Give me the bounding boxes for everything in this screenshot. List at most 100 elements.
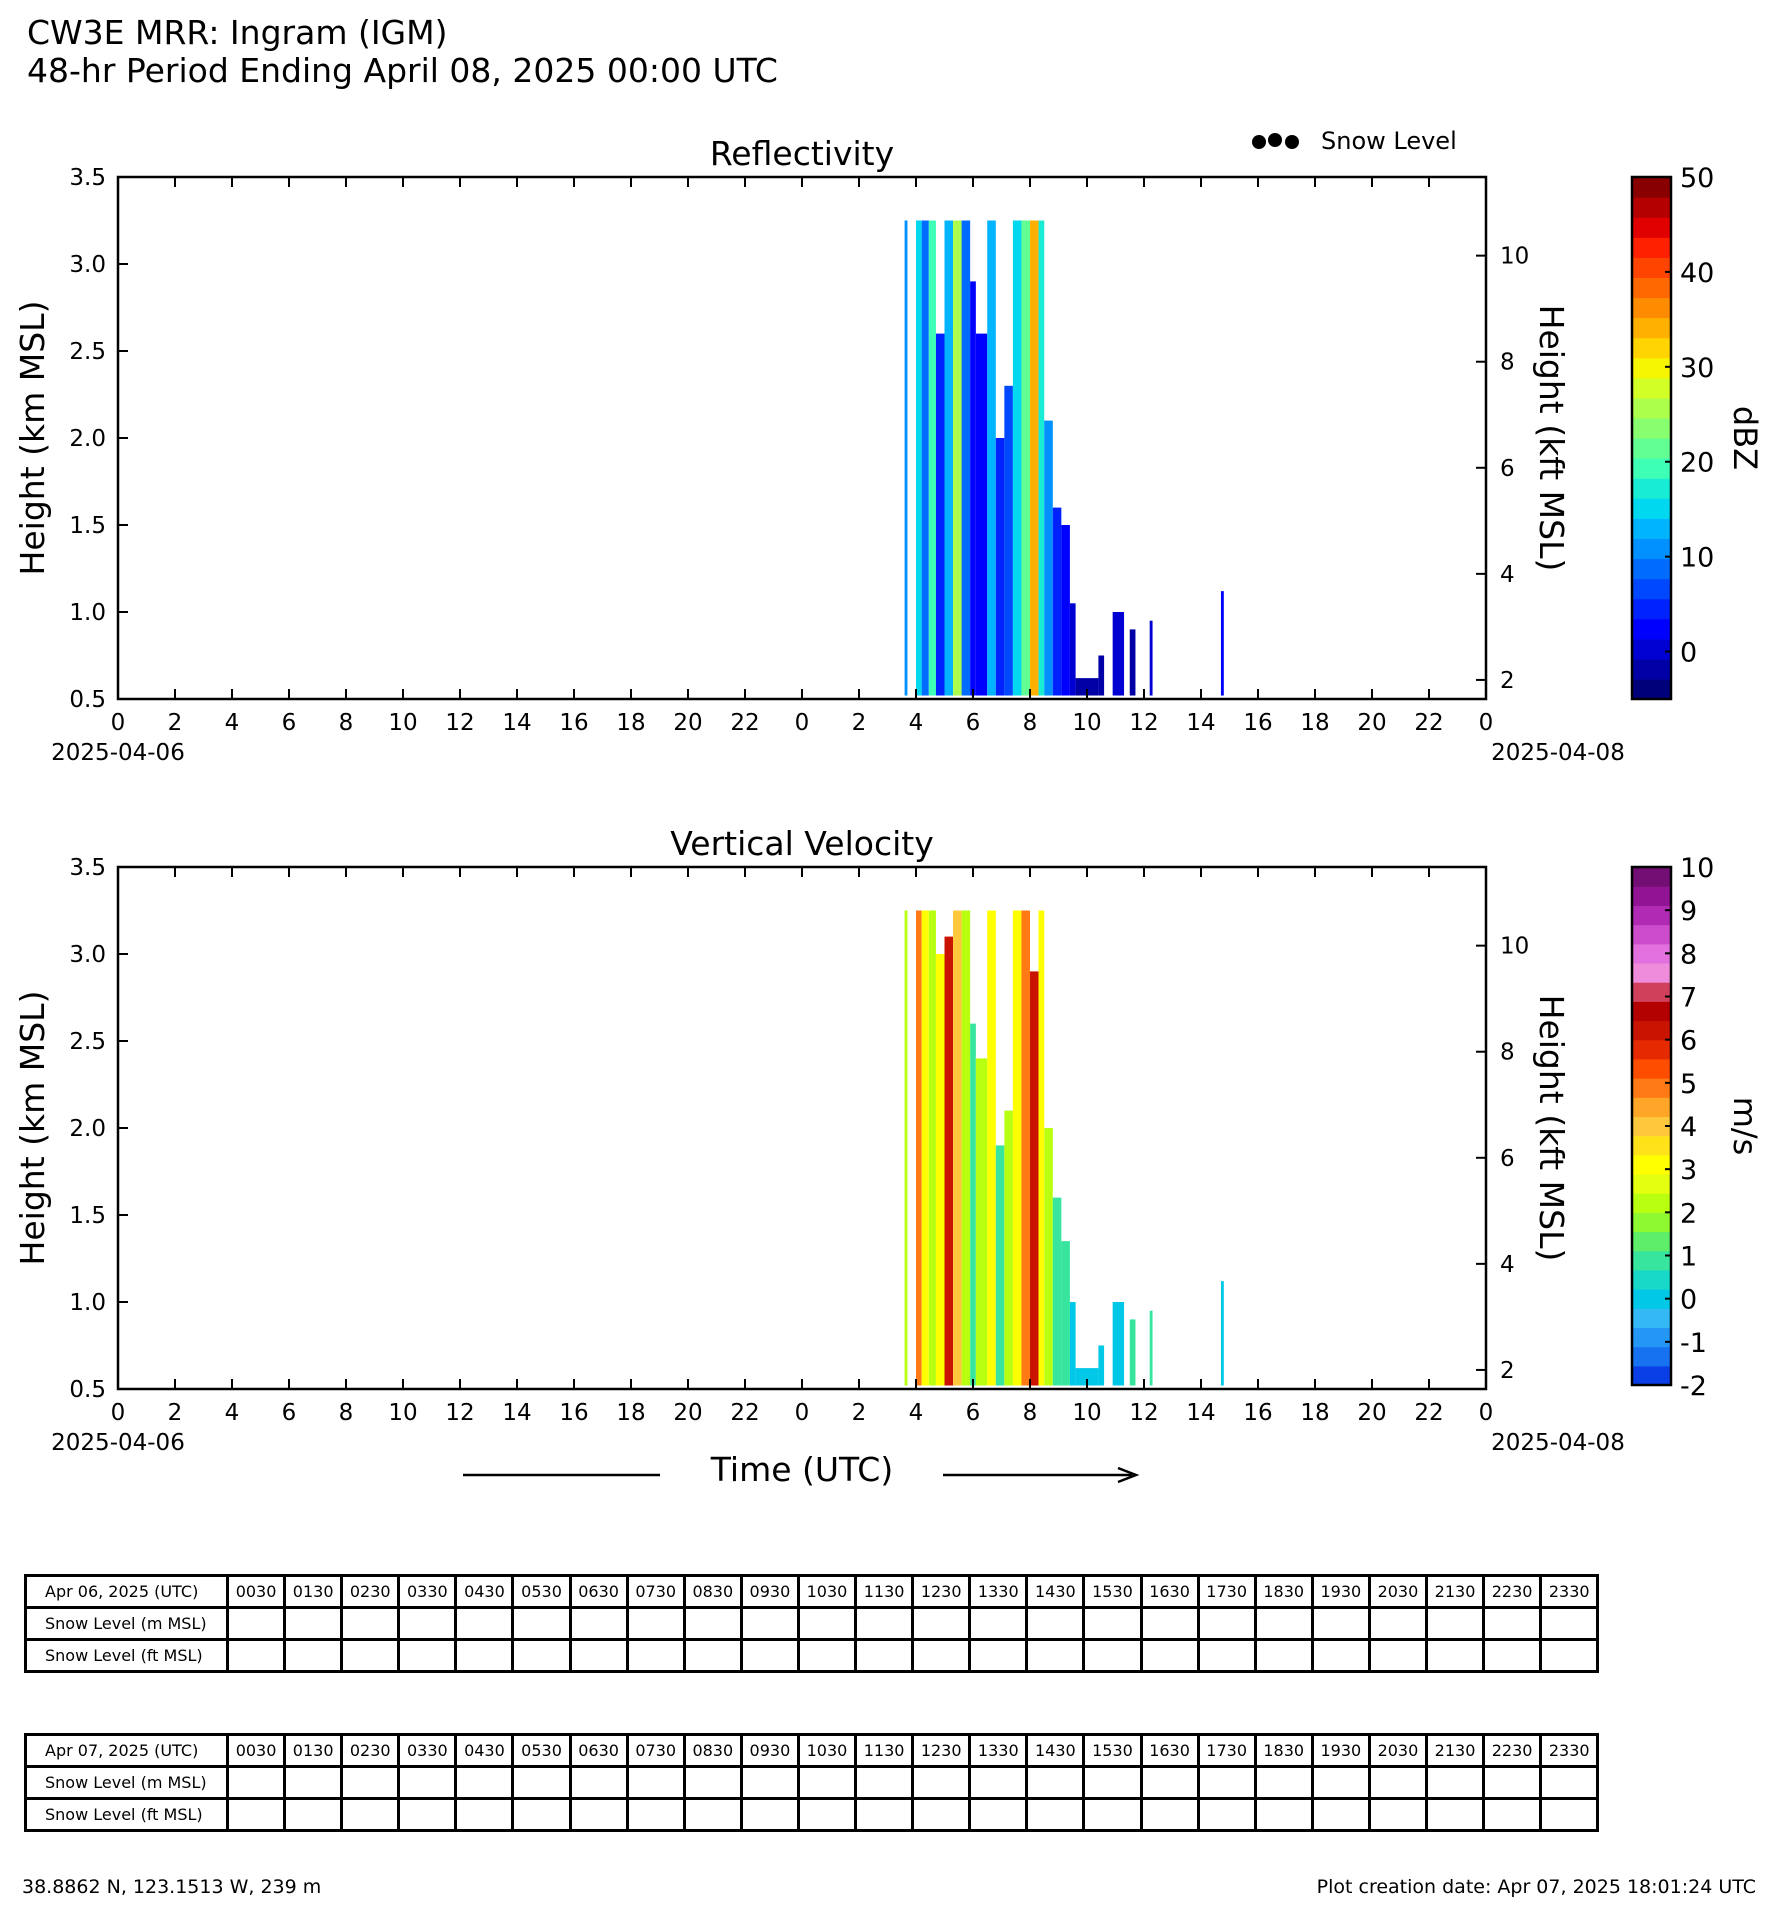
snow-level-legend-label: Snow Level [1321,127,1457,155]
table-row: Snow Level (ft MSL) [24,1797,1600,1832]
table-cell [854,1797,915,1832]
data-column [935,954,945,1386]
x-tick-label: 20 [673,710,702,736]
table-row-label: Snow Level (ft MSL) [24,1797,229,1832]
table-cell [854,1765,915,1800]
plot-frame [116,175,1488,701]
x-tick-label: 20 [673,1400,702,1426]
table-cell: 0930 [739,1574,800,1609]
table-cell [1539,1638,1600,1673]
colorbar-tick-label: 10 [1680,853,1714,884]
data-column [944,936,954,1386]
table-cell [625,1797,686,1832]
data-column [1069,603,1076,696]
table-cell [397,1797,458,1832]
colorbar-segment [1632,1365,1671,1386]
table-cell [454,1606,515,1641]
data-column [1149,1310,1153,1386]
x-tick-label: 0 [795,710,810,736]
table-cell: 0330 [397,1574,458,1609]
colorbar-segment [1632,438,1671,459]
colorbar-segment [1632,1173,1671,1194]
colorbar-segment [1632,538,1671,560]
table-cell [568,1606,629,1641]
table-row: Apr 07, 2025 (UTC) 0030 0130 0230 0330 0430 05… [24,1733,1600,1768]
data-column [995,1145,1005,1386]
x-tick-label: 12 [445,710,474,736]
x-tick-label: 2 [168,710,183,736]
y-tick-label: 0.5 [69,1377,106,1403]
data-column [1112,1302,1125,1386]
table-cell [1310,1765,1371,1800]
plot-creation-date: Plot creation date: Apr 07, 2025 18:01:2… [1316,1876,1756,1898]
table-cell: 1630 [1139,1574,1200,1609]
x-date-label-start: 2025-04-06 [51,740,185,766]
colorbar-segment [1632,578,1671,600]
x-tick-label: 16 [1243,1400,1272,1426]
colorbar-tick-label: 4 [1680,1112,1697,1143]
table-cell [225,1765,287,1800]
y-tick-label: 1.5 [69,1203,106,1229]
colorbar-segment [1632,337,1671,359]
chart-title: CW3E MRR: Ingram (IGM) [27,13,448,52]
snow-level-table-apr06: Apr 06, 2025 (UTC) 0030 0130 0230 0330 0430 05… [24,1574,1600,1673]
data-column [1038,910,1045,1386]
colorbar-tick-label: 1 [1680,1242,1697,1273]
table-cell [1424,1606,1486,1641]
table-cell: 0730 [625,1574,686,1609]
table-row: Snow Level (m MSL) [24,1765,1600,1800]
y-right-tick-label: 8 [1500,350,1515,376]
data-column [921,220,929,696]
table-cell [739,1638,800,1673]
y-axis-label: Height (km MSL) [13,991,52,1266]
colorbar-segment [1632,197,1671,218]
y-tick-label: 1.0 [69,600,106,626]
colorbar-segment [1632,558,1671,580]
colorbar-tick-label: 6 [1680,1026,1697,1057]
colorbar-tick-label: 9 [1680,896,1697,927]
colorbar-segment [1632,1346,1671,1367]
colorbar-segment [1632,1078,1671,1098]
table-cell: 1530 [1082,1574,1143,1609]
panel-vertical-velocity: Vertical Velocity 0.5 1.0 1.5 2.0 2.5 3.0 3.5 He… [13,824,1764,1456]
table-cell [739,1797,800,1832]
data-column [1112,612,1125,696]
y-tick-label: 0.5 [69,687,106,713]
table-cell [511,1606,572,1641]
table-cell [1367,1606,1428,1641]
x-tick-label: 2 [852,1400,867,1426]
colorbar-frame [1630,175,1673,701]
data-column [975,1058,988,1386]
x-tick-label: 8 [339,1400,354,1426]
colorbar-segment [1632,618,1671,640]
table-cell: 1030 [796,1733,858,1768]
x-tick-label: 10 [388,710,417,736]
data-column [975,333,988,696]
x-tick-label: 8 [1023,710,1038,736]
table-cell: 0230 [340,1733,401,1768]
table-cell: 0030 [225,1574,287,1609]
x-tick-label: 0 [111,1400,126,1426]
table-cell [340,1638,401,1673]
x-tick-label: 6 [282,710,297,736]
colorbar-segment [1632,1116,1671,1137]
y-right-tick-label: 6 [1500,1146,1515,1172]
table-row-label: Snow Level (ft MSL) [24,1638,229,1673]
mrr-figure: Snow Level Reflectivity 0.5 1.0 1.5 2.0 2.5 3.0… [13,127,1764,1489]
x-tick-label: 6 [966,710,981,736]
colorbar-segment [1632,1308,1671,1329]
colorbar-tick-label: 3 [1680,1155,1697,1186]
y-right-axis-label: Height (kft MSL) [1532,995,1571,1262]
data-column [1052,507,1062,696]
table-row: Apr 06, 2025 (UTC) 0030 0130 0230 0330 0430 05… [24,1574,1600,1609]
table-cell [682,1765,743,1800]
table-cell [1424,1797,1486,1832]
x-tick-label: 18 [616,1400,645,1426]
y-right-tick-label: 4 [1500,1252,1515,1278]
table-cell: 0530 [511,1574,572,1609]
table-cell: 1530 [1082,1733,1143,1768]
table-cell [911,1797,972,1832]
x-tick-label: 14 [502,710,531,736]
data-column [1129,629,1136,696]
colorbar-segment [1632,1135,1671,1156]
